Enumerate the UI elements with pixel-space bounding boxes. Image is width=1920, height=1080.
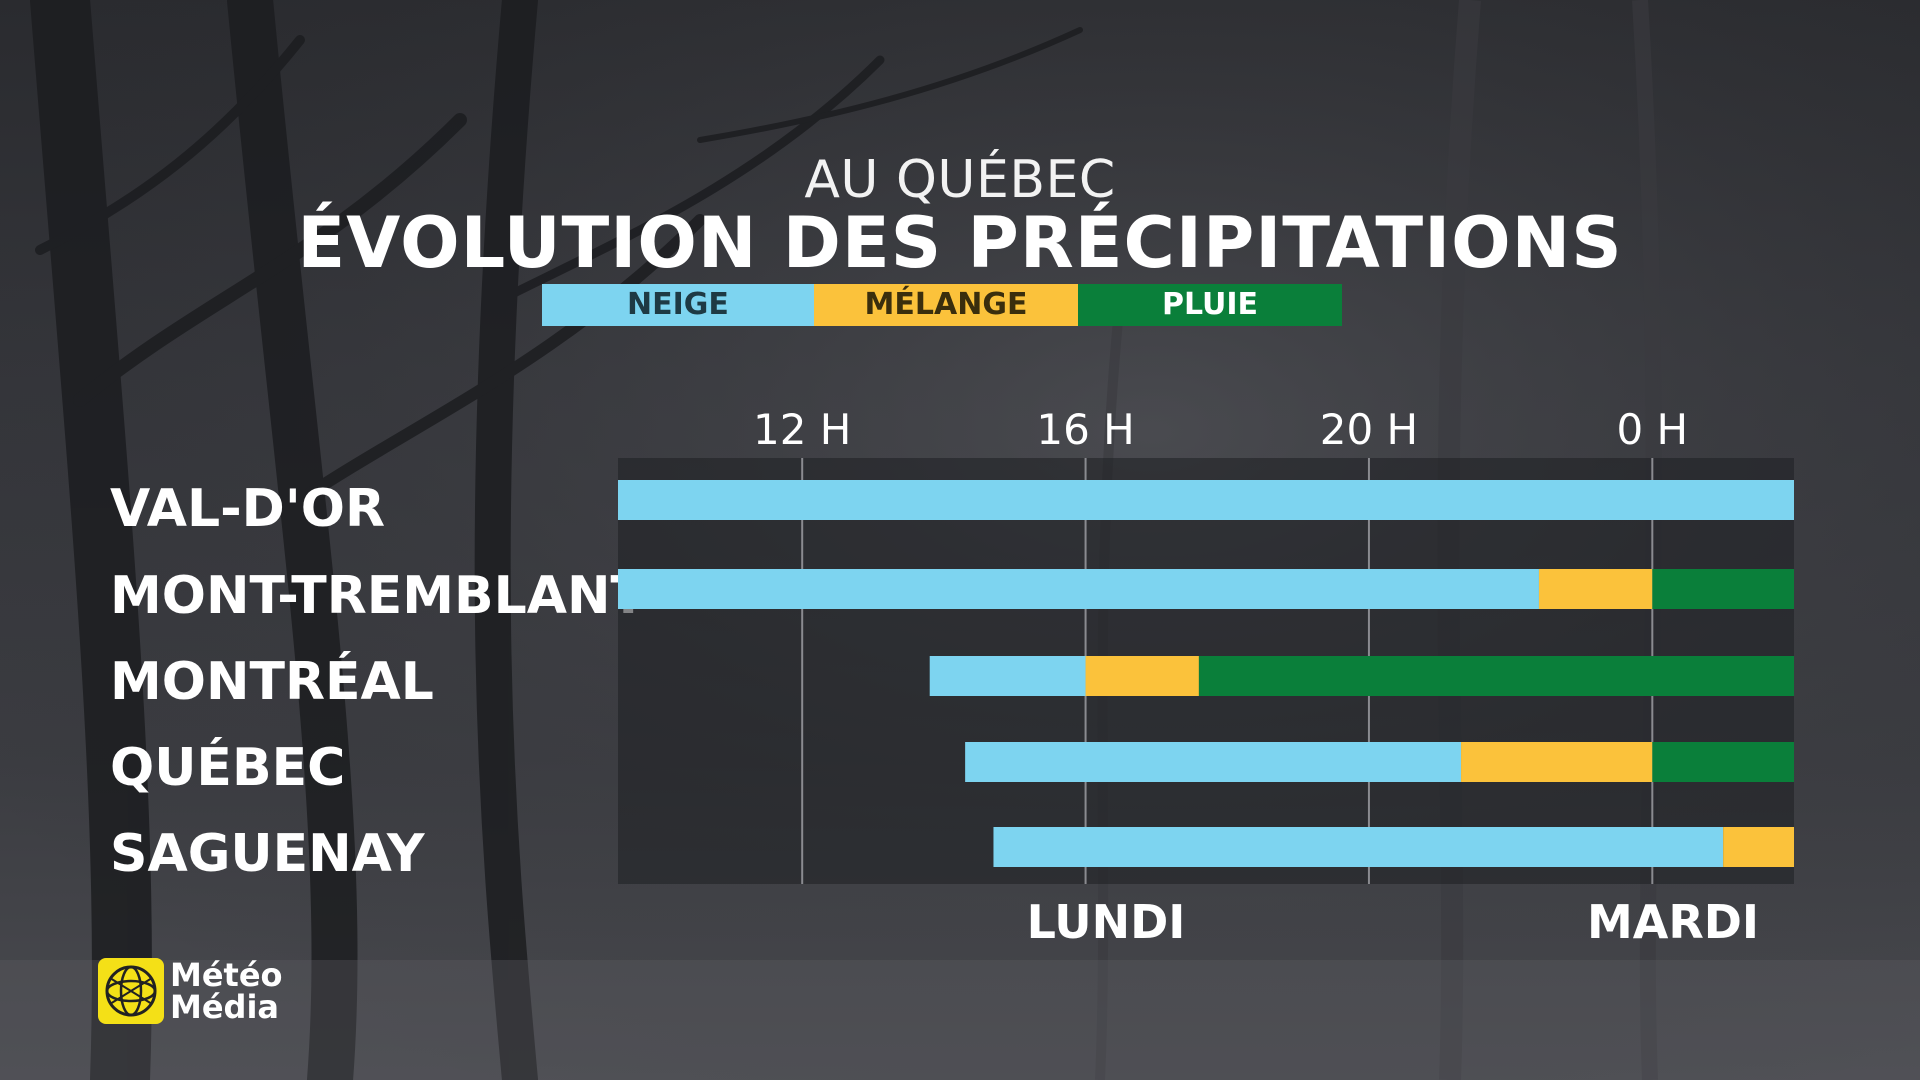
bar-segment xyxy=(1652,569,1794,609)
chart-title: ÉVOLUTION DES PRÉCIPITATIONS xyxy=(297,202,1623,284)
legend-item-pluie: PLUIE xyxy=(1078,284,1342,326)
legend-item-melange: MÉLANGE xyxy=(814,284,1078,326)
bar-segment xyxy=(1085,656,1199,696)
bar-segment xyxy=(965,742,1462,782)
bar-segment xyxy=(618,569,1539,609)
city-label-montreal: MONTRÉAL xyxy=(110,652,434,712)
city-label-saguenay: SAGUENAY xyxy=(110,824,425,884)
logo-text: Météo Média xyxy=(170,959,283,1023)
x-tick-label: 20 H xyxy=(1320,405,1418,454)
globe-logo-icon xyxy=(98,958,164,1024)
x-tick-label: 16 H xyxy=(1036,405,1134,454)
bar-segment xyxy=(1198,656,1794,696)
bar-segment xyxy=(1723,827,1794,867)
bar-segment xyxy=(929,656,1086,696)
city-label-mont-tremblant: MONT-TREMBLANT xyxy=(110,566,647,626)
meteomedia-logo: Météo Média xyxy=(98,958,283,1024)
logo-line-2: Média xyxy=(170,988,280,1026)
chart-subtitle: AU QUÉBEC xyxy=(804,150,1116,210)
bar-segment xyxy=(993,827,1724,867)
logo-line-1: Météo xyxy=(170,956,283,994)
x-tick-label: 12 H xyxy=(753,405,851,454)
bar-segment xyxy=(1461,742,1653,782)
bar-segment xyxy=(1538,569,1653,609)
bar-segment xyxy=(1652,742,1794,782)
city-label-val-dor: VAL-D'OR xyxy=(110,479,386,539)
x-tick-label: 0 H xyxy=(1616,405,1688,454)
day-label-lundi: LUNDI xyxy=(1026,895,1186,949)
bar-segment xyxy=(618,480,1794,520)
city-label-quebec: QUÉBEC xyxy=(110,738,346,798)
legend: NEIGE MÉLANGE PLUIE xyxy=(542,284,1342,326)
legend-item-neige: NEIGE xyxy=(542,284,814,326)
day-label-mardi: MARDI xyxy=(1586,895,1760,949)
